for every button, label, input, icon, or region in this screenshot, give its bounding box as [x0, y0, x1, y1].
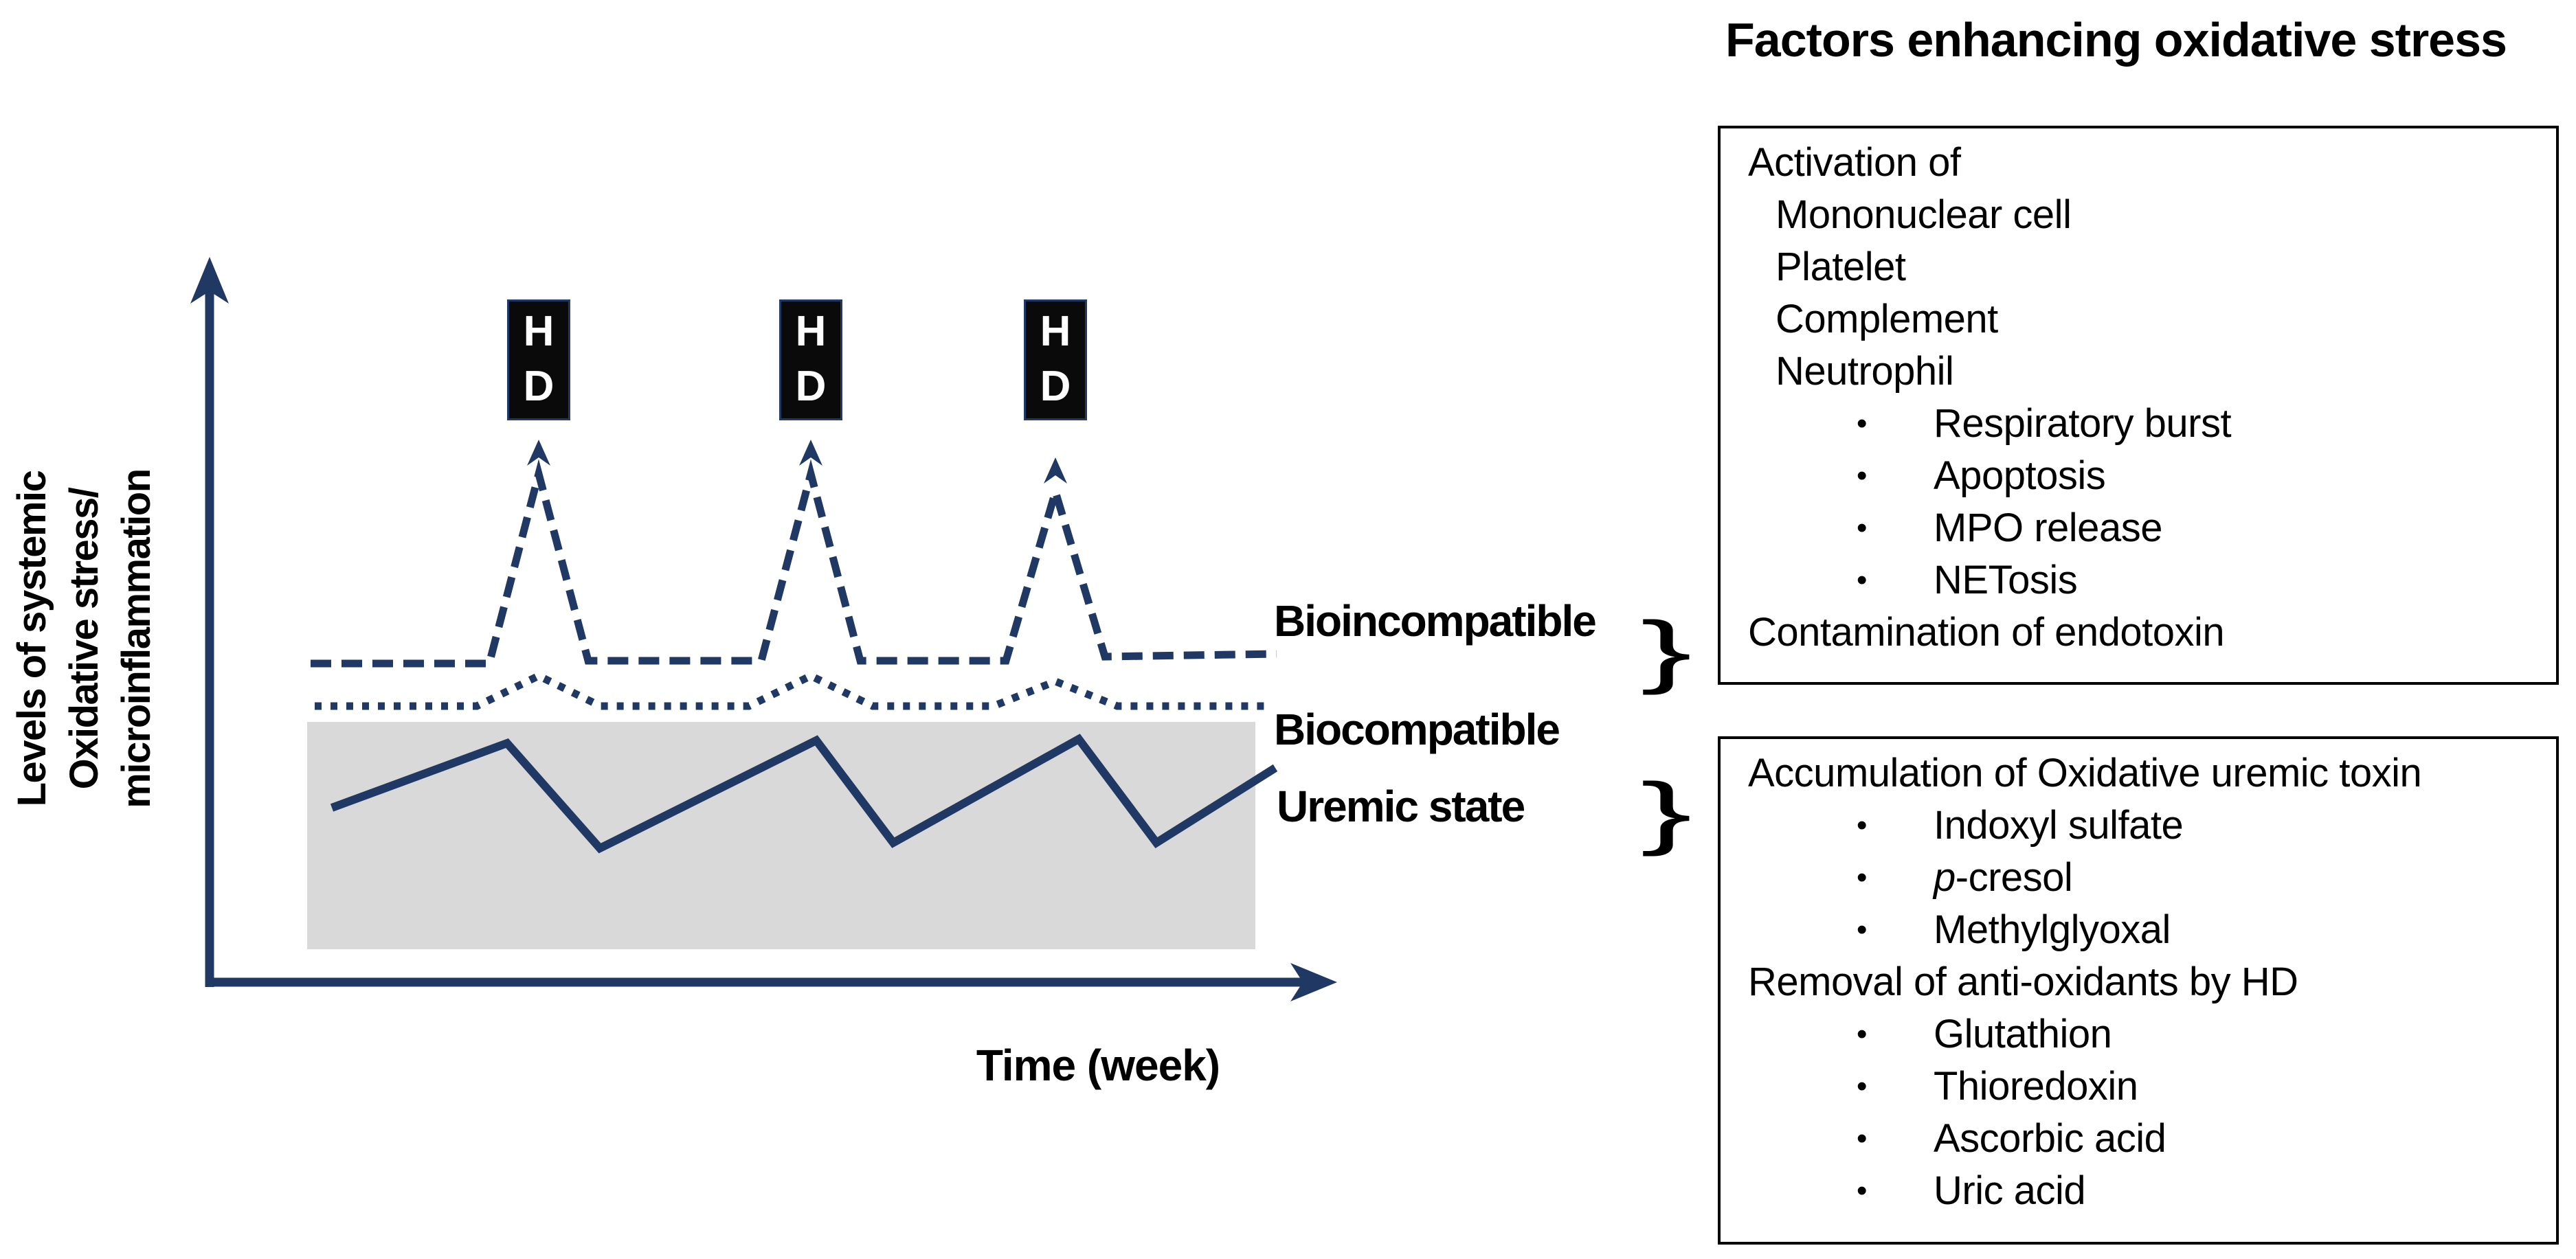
- list-item: • p-cresol: [1721, 852, 2556, 904]
- brace-icon-upper: }: [1640, 605, 1692, 696]
- bullet-icon: •: [1857, 563, 1867, 597]
- curve-label-biocompatible: Biocompatible: [1274, 705, 1560, 754]
- y-axis-label-line3: microinflammation: [114, 469, 159, 808]
- list-item: Accumulation of Oxidative uremic toxin: [1721, 747, 2556, 799]
- list-item: • Respiratory burst: [1721, 398, 2556, 450]
- factor-box-dialysis: Activation of Mononuclear cell Platelet Com…: [1718, 126, 2559, 685]
- hd-letter-d: D: [523, 363, 555, 410]
- bullet-icon: •: [1857, 913, 1867, 946]
- bullet-icon: •: [1857, 407, 1867, 440]
- list-item: • Glutathion: [1721, 1008, 2556, 1060]
- curve-label-bioincompatible: Bioincompatible: [1274, 596, 1597, 646]
- series-layer: [311, 459, 1278, 854]
- list-item-label: Mononuclear cell: [1776, 192, 2072, 237]
- list-item-label: Apoptosis: [1934, 453, 2106, 498]
- bullet-icon: •: [1857, 1122, 1867, 1155]
- list-item-label: NETosis: [1934, 558, 2078, 602]
- x-axis: [205, 963, 1337, 1001]
- y-axis-label-line2: Oxidative stress/: [62, 488, 107, 790]
- x-axis-arrowhead-icon: [1290, 963, 1337, 1001]
- list-item: Complement: [1721, 293, 2556, 345]
- curve-label-uremic-state: Uremic state: [1277, 782, 1525, 831]
- y-axis-label-line1: Levels of systemic: [10, 470, 54, 807]
- list-item: • Indoxyl sulfate: [1721, 799, 2556, 852]
- hd-session-box-3: H D: [1024, 299, 1087, 420]
- bullet-icon: •: [1857, 511, 1867, 545]
- list-item-label: Methylglyoxal: [1934, 907, 2171, 952]
- list-item-label: Glutathion: [1934, 1012, 2112, 1056]
- y-axis-arrowhead-icon: [190, 257, 229, 304]
- series-biocompatible: [315, 671, 1273, 710]
- hd-letter-d: D: [1040, 363, 1071, 410]
- list-item-label: Removal of anti-oxidants by HD: [1748, 960, 2298, 1004]
- list-item-label: Platelet: [1776, 245, 1906, 289]
- y-axis: [190, 257, 229, 987]
- list-item: • Methylglyoxal: [1721, 904, 2556, 956]
- list-item: • Apoptosis: [1721, 450, 2556, 502]
- panel-title: Factors enhancing oxidative stress: [1725, 13, 2507, 67]
- list-item: Contamination of endotoxin: [1721, 606, 2556, 659]
- list-item-label: Respiratory burst: [1934, 401, 2232, 446]
- list-item-label: Thioredoxin: [1934, 1064, 2138, 1109]
- bullet-icon: •: [1857, 459, 1867, 492]
- list-item-label: Activation of: [1748, 140, 1961, 185]
- list-item: Neutrophil: [1721, 345, 2556, 398]
- hd-letter-h: H: [795, 308, 827, 355]
- list-item: • Thioredoxin: [1721, 1060, 2556, 1113]
- list-item-label: Neutrophil: [1776, 349, 1954, 394]
- hd-session-box-1: H D: [507, 299, 570, 420]
- bullet-icon: •: [1857, 1017, 1867, 1051]
- list-item: • NETosis: [1721, 554, 2556, 606]
- hd-letter-d: D: [795, 363, 827, 410]
- hd-letter-h: H: [523, 308, 555, 355]
- bullet-icon: •: [1857, 808, 1867, 842]
- list-item-label: Ascorbic acid: [1934, 1116, 2166, 1161]
- list-item-label: Contamination of endotoxin: [1748, 610, 2225, 655]
- list-item-label: MPO release: [1934, 506, 2162, 550]
- list-item-label: Uric acid: [1934, 1168, 2086, 1213]
- y-axis-label: Levels of systemic Oxidative stress/ mic…: [6, 446, 163, 831]
- hd-letter-h: H: [1040, 308, 1071, 355]
- list-item-label: Complement: [1776, 297, 1998, 341]
- peak-arrow-icons: [527, 440, 1067, 484]
- list-item: Mononuclear cell: [1721, 189, 2556, 241]
- list-item: • MPO release: [1721, 502, 2556, 554]
- brace-icon-lower: }: [1640, 767, 1692, 857]
- bullet-icon: •: [1857, 1174, 1867, 1207]
- list-item-label: p-cresol: [1934, 855, 2073, 900]
- factor-box-uremic: Accumulation of Oxidative uremic toxin • I…: [1718, 736, 2559, 1245]
- list-item: • Ascorbic acid: [1721, 1113, 2556, 1165]
- list-item: • Uric acid: [1721, 1165, 2556, 1217]
- x-axis-label: Time (week): [976, 1041, 1220, 1090]
- bullet-icon: •: [1857, 861, 1867, 894]
- list-item-label: Accumulation of Oxidative uremic toxin: [1748, 751, 2422, 795]
- list-item-label: Indoxyl sulfate: [1934, 803, 2184, 848]
- bullet-icon: •: [1857, 1069, 1867, 1103]
- list-item: Activation of: [1721, 137, 2556, 189]
- list-item: Removal of anti-oxidants by HD: [1721, 956, 2556, 1008]
- hd-session-box-2: H D: [779, 299, 842, 420]
- series-bioincompatible: [311, 459, 1277, 668]
- series-uremic-state: [330, 734, 1278, 854]
- list-item: Platelet: [1721, 241, 2556, 293]
